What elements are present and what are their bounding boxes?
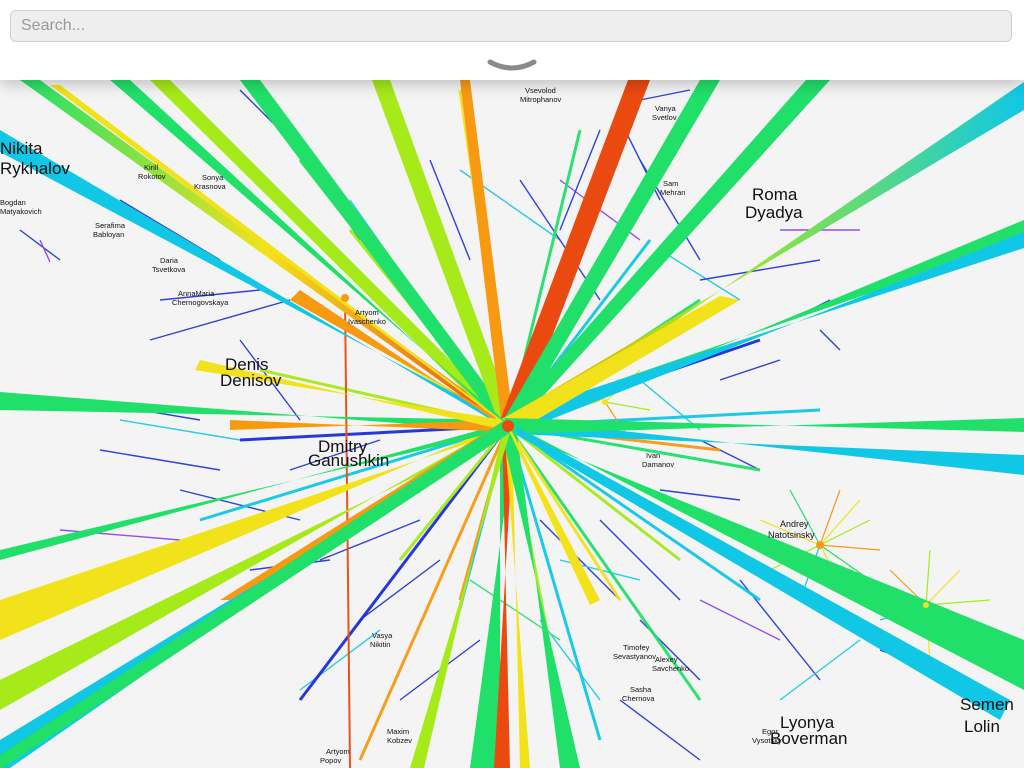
label-layer: Nikita Rykhalov Roma Dyadya Denis Denisov D… xyxy=(0,86,1014,765)
node-label-roma[interactable]: Roma Dyadya xyxy=(745,185,803,222)
node-label-small[interactable]: Sam Mehran xyxy=(660,179,685,197)
graph-node[interactable] xyxy=(341,294,349,302)
node-label-small[interactable]: Sasha Chernova xyxy=(622,685,655,703)
node-label-small[interactable]: Kirill Rokotov xyxy=(138,163,166,181)
node-label-small[interactable]: Maxim Kobzev xyxy=(387,727,412,745)
node-label-small[interactable]: Vasya Nikitin xyxy=(370,631,393,649)
graph-node[interactable] xyxy=(816,541,824,549)
node-label-small[interactable]: Bogdan Matyakovich xyxy=(0,198,42,216)
network-graph[interactable]: Nikita Rykhalov Roma Dyadya Denis Denisov D… xyxy=(0,80,1024,768)
node-label-small[interactable]: Vanya Svetlov xyxy=(652,104,677,122)
node-label-small[interactable]: Timofey Sevastyanov xyxy=(613,643,656,661)
node-label-small[interactable]: Egor Vysotsky xyxy=(752,727,782,745)
node-label-small[interactable]: Alexey Savchenko xyxy=(652,655,689,673)
node-label-semen[interactable]: Semen Lolin xyxy=(960,695,1014,736)
node-label-small[interactable]: Artyom Popov xyxy=(320,747,350,765)
graph-node[interactable] xyxy=(502,420,514,432)
graph-node[interactable] xyxy=(602,399,608,405)
edge-layer-thick xyxy=(0,80,1024,768)
node-label-small[interactable]: Artyom Ivaschenko xyxy=(348,308,386,326)
node-label-andrey[interactable]: Andrey Natotsinsky xyxy=(768,519,815,540)
node-label-small[interactable]: Ivan Damanov xyxy=(642,451,674,469)
node-label-small[interactable]: Serafima Babloyan xyxy=(93,221,126,239)
graph-node[interactable] xyxy=(923,602,929,608)
node-label-small[interactable]: Sonya Krasnova xyxy=(194,173,227,191)
search-input[interactable] xyxy=(10,10,1012,42)
node-label-small[interactable]: AnnaMaria Chernogovskaya xyxy=(172,289,229,307)
node-layer xyxy=(341,294,929,608)
search-header xyxy=(0,0,1024,80)
node-label-lyonya[interactable]: Lyonya Boverman xyxy=(770,713,847,748)
node-label-small[interactable]: Daria Tsvetkova xyxy=(152,256,186,274)
node-label-dmitry[interactable]: Dmitry Ganushkin xyxy=(308,437,389,470)
node-label-small[interactable]: Vsevolod Mitrophanov xyxy=(520,86,562,104)
chevron-down-icon[interactable] xyxy=(487,56,537,76)
node-label-nikita[interactable]: Nikita Rykhalov xyxy=(0,139,70,178)
node-label-denis[interactable]: Denis Denisov xyxy=(220,355,282,390)
